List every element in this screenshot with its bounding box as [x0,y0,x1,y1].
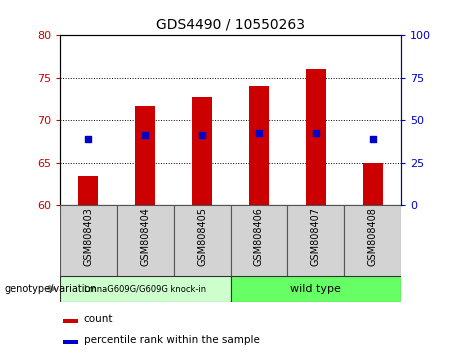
Text: genotype/variation: genotype/variation [5,284,97,294]
Point [255,130,263,136]
Text: GSM808403: GSM808403 [83,207,94,266]
Bar [363,163,383,205]
Bar [60,276,230,302]
Text: wild type: wild type [290,284,341,294]
Bar [230,205,287,276]
Text: GSM808408: GSM808408 [367,207,378,266]
Bar [344,205,401,276]
Bar [117,205,174,276]
Point [369,136,376,142]
Bar [249,86,269,205]
Bar [63,340,77,344]
Bar [174,205,230,276]
Bar [230,276,401,302]
Text: LmnaG609G/G609G knock-in: LmnaG609G/G609G knock-in [84,284,206,293]
Bar [192,97,212,205]
Bar [60,205,117,276]
Bar [306,69,326,205]
Text: GSM808405: GSM808405 [197,207,207,267]
Text: GSM808404: GSM808404 [140,207,150,266]
Bar [78,176,98,205]
Point [142,132,149,138]
Bar [63,319,77,323]
Bar [135,106,155,205]
Text: percentile rank within the sample: percentile rank within the sample [84,335,260,345]
Bar [287,205,344,276]
Text: count: count [84,314,113,324]
Text: GSM808407: GSM808407 [311,207,321,267]
Point [85,136,92,142]
Point [312,130,319,136]
Text: GSM808406: GSM808406 [254,207,264,266]
Title: GDS4490 / 10550263: GDS4490 / 10550263 [156,17,305,32]
Point [198,132,206,138]
